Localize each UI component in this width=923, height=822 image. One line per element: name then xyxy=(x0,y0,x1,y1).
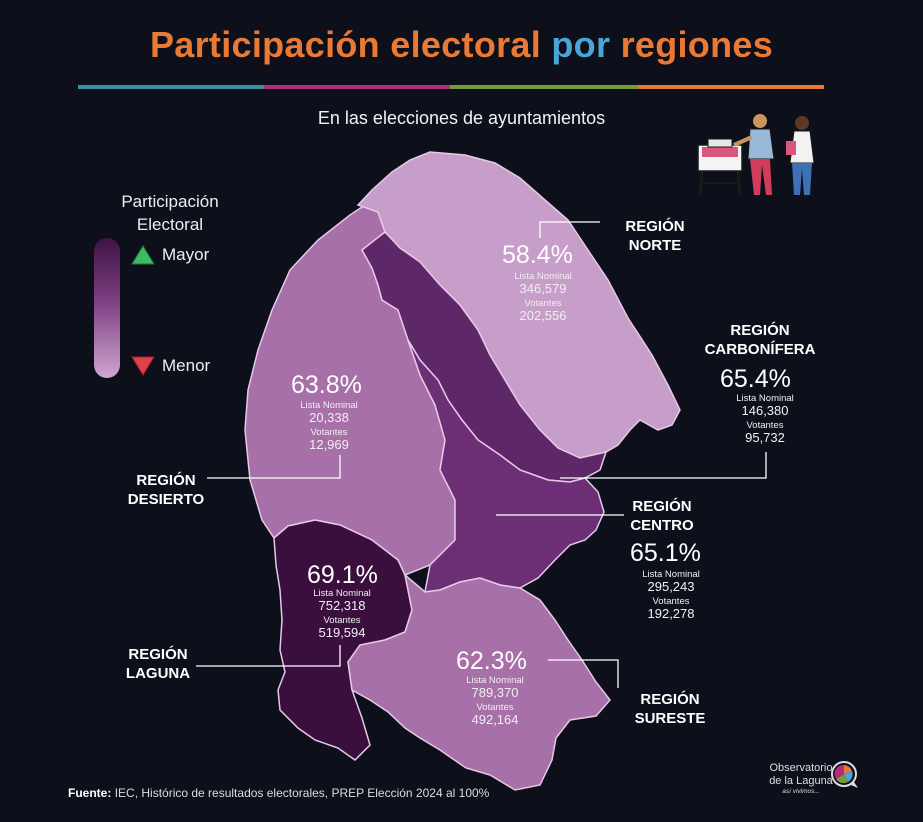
region-norte-votantes-label: Votantes xyxy=(524,298,562,309)
region-carbonifera-lista-label: Lista Nominal xyxy=(736,393,794,404)
observatorio-logo-icon xyxy=(831,761,858,788)
region-centro-votantes-label: Votantes xyxy=(652,596,690,607)
region-norte-name-line-1: REGIÓN xyxy=(625,218,685,235)
region-laguna-percentage: 69.1% xyxy=(307,561,378,589)
voters-ballot-box-icon xyxy=(697,114,815,196)
leader-line-carbonifera xyxy=(560,452,767,479)
triangle-up-icon xyxy=(131,245,155,265)
region-norte-name-line-2: NORTE xyxy=(628,237,682,254)
region-carbonifera-name: REGIÓN CARBONÍFERA xyxy=(690,321,830,359)
region-laguna-lista-label: Lista Nominal xyxy=(313,588,371,599)
region-centro-votantes-value: 192,278 xyxy=(647,606,695,621)
divider-segment-2 xyxy=(264,85,450,89)
region-centro-stats: Lista Nominal 295,243 Votantes 192,278 xyxy=(618,569,724,621)
region-sureste-stats: Lista Nominal 789,370 Votantes 492,164 xyxy=(442,675,548,727)
region-desierto-lista-label: Lista Nominal xyxy=(300,400,358,411)
leader-line-desierto xyxy=(207,455,341,479)
region-desierto-name-line-2: DESIERTO xyxy=(127,491,205,508)
leader-line-sureste xyxy=(548,659,619,688)
region-sureste-name-line-1: REGIÓN xyxy=(640,691,700,708)
region-centro-name: REGIÓN CENTRO xyxy=(612,497,712,535)
title-part-2: por xyxy=(551,24,611,65)
region-desierto-lista-value: 20,338 xyxy=(309,410,349,425)
title-part-3: regiones xyxy=(620,24,774,65)
region-sureste-name: REGIÓN SURESTE xyxy=(620,690,720,728)
divider-segment-1 xyxy=(78,85,264,89)
region-sureste-votantes-value: 492,164 xyxy=(471,712,519,727)
region-carbonifera-name-line-1: REGIÓN xyxy=(730,322,790,339)
source-note: Fuente: IEC, Histórico de resultados ele… xyxy=(68,786,489,800)
region-laguna-name-line-1: REGIÓN xyxy=(128,646,188,663)
region-norte-lista-value: 346,579 xyxy=(519,281,567,296)
legend-title-line-2: Electoral xyxy=(136,215,204,234)
region-laguna-name: REGIÓN LAGUNA xyxy=(110,645,206,683)
leader-line-norte xyxy=(539,221,600,238)
source-label: Fuente: xyxy=(68,786,112,800)
region-norte-stats: Lista Nominal 346,579 Votantes 202,556 xyxy=(490,271,596,323)
region-desierto-votantes-label: Votantes xyxy=(310,427,348,438)
region-laguna-votantes-value: 519,594 xyxy=(318,625,366,640)
region-laguna-votantes-label: Votantes xyxy=(323,615,361,626)
logo-line-1: Observatorio xyxy=(769,762,833,774)
region-desierto-stats: Lista Nominal 20,338 Votantes 12,969 xyxy=(278,400,380,452)
region-sureste-lista-label: Lista Nominal xyxy=(466,675,524,686)
region-carbonifera-lista-value: 146,380 xyxy=(741,403,789,418)
legend-title: Participación Electoral xyxy=(100,190,240,236)
region-centro-name-line-2: CENTRO xyxy=(630,517,694,534)
region-desierto-name: REGIÓN DESIERTO xyxy=(118,471,214,509)
region-carbonifera-stats: Lista Nominal 146,380 Votantes 95,732 xyxy=(712,393,818,445)
region-sureste-name-line-2: SURESTE xyxy=(634,710,706,727)
region-desierto-votantes-value: 12,969 xyxy=(309,437,349,452)
region-desierto-name-line-1: REGIÓN xyxy=(136,472,196,489)
region-norte-votantes-value: 202,556 xyxy=(519,308,567,323)
region-norte-name: REGIÓN NORTE xyxy=(600,217,710,255)
region-sureste-votantes-label: Votantes xyxy=(476,702,514,713)
divider-segment-4 xyxy=(638,85,824,89)
source-text: IEC, Histórico de resultados electorales… xyxy=(114,786,490,800)
region-laguna-name-line-2: LAGUNA xyxy=(125,665,191,682)
region-sureste-percentage: 62.3% xyxy=(456,647,527,675)
legend-high-label: Mayor xyxy=(162,245,210,264)
region-carbonifera-votantes-value: 95,732 xyxy=(745,430,785,445)
region-norte-lista-label: Lista Nominal xyxy=(514,271,572,282)
region-norte-percentage: 58.4% xyxy=(502,241,573,269)
logo-line-2: de la Laguna xyxy=(769,775,833,787)
legend-gradient-bar xyxy=(94,238,120,378)
divider-segment-3 xyxy=(450,85,638,89)
logo-line-3: así vivimos... xyxy=(782,788,820,795)
region-laguna-stats: Lista Nominal 752,318 Votantes 519,594 xyxy=(292,588,392,640)
title-part-1: Participación electoral xyxy=(149,24,542,65)
region-carbonifera-percentage: 65.4% xyxy=(720,365,791,393)
region-centro-percentage: 65.1% xyxy=(630,539,701,567)
region-centro-lista-label: Lista Nominal xyxy=(642,569,700,580)
region-sureste-lista-value: 789,370 xyxy=(471,685,519,700)
map-region-centro xyxy=(407,339,605,593)
triangle-down-icon xyxy=(131,356,155,376)
region-carbonifera-name-line-2: CARBONÍFERA xyxy=(704,341,816,358)
region-carbonifera-votantes-label: Votantes xyxy=(746,420,784,431)
region-desierto-percentage: 63.8% xyxy=(291,371,362,399)
page-title: Participación electoral por regiones xyxy=(0,24,923,66)
legend-title-line-1: Participación xyxy=(121,192,219,211)
map-region-laguna xyxy=(273,519,413,761)
region-centro-name-line-1: REGIÓN xyxy=(632,498,692,515)
subtitle: En las elecciones de ayuntamientos xyxy=(317,108,606,128)
legend-low-label: Menor xyxy=(162,356,211,375)
map-region-sureste xyxy=(347,573,611,791)
leader-line-laguna xyxy=(196,645,341,667)
region-laguna-lista-value: 752,318 xyxy=(318,598,366,613)
region-centro-lista-value: 295,243 xyxy=(647,579,695,594)
observatorio-logo: Observatorio de la Laguna así vivimos... xyxy=(756,762,846,796)
